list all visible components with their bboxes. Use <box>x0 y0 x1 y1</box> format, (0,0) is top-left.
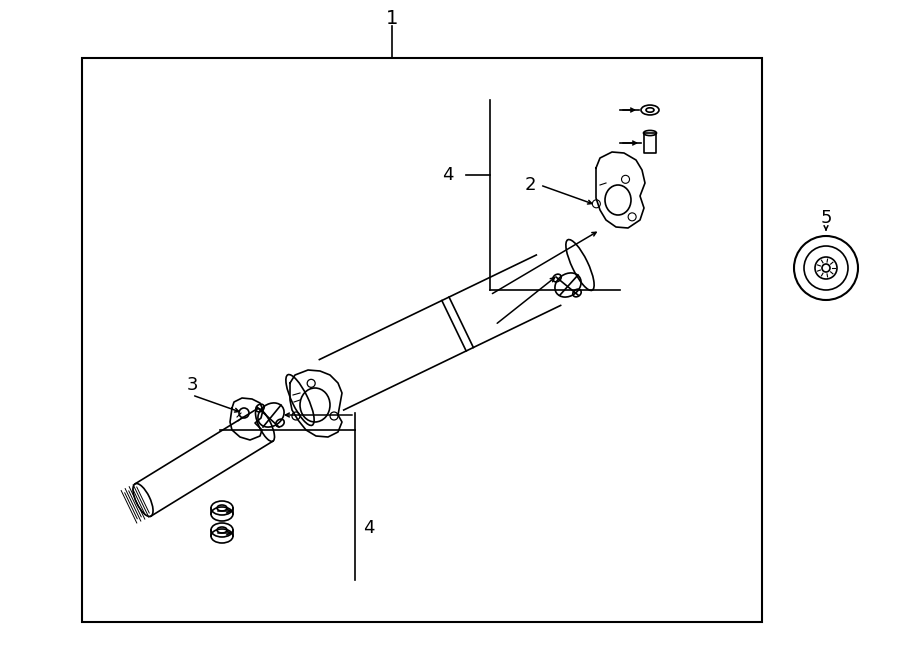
Bar <box>82 58 762 622</box>
Text: 4: 4 <box>363 519 374 537</box>
Text: 5: 5 <box>820 209 832 227</box>
Text: 4: 4 <box>443 166 454 184</box>
Text: 2: 2 <box>524 176 536 194</box>
Text: 3: 3 <box>186 376 198 394</box>
Text: 1: 1 <box>386 9 398 28</box>
